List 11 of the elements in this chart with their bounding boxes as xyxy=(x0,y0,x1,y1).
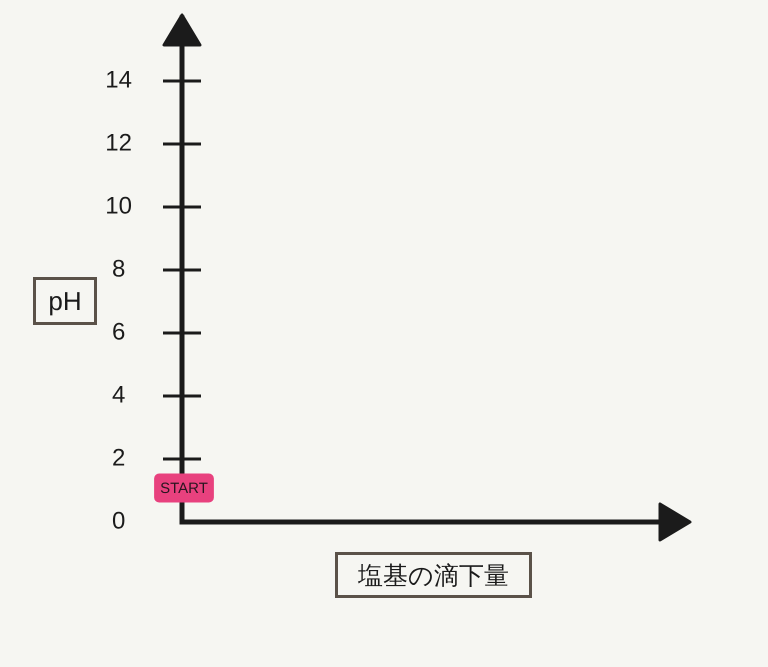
y-tick-label: 10 xyxy=(105,192,132,220)
y-tick-label: 8 xyxy=(112,256,126,283)
y-tick-label: 14 xyxy=(105,66,132,94)
x-axis-title: 塩基の滴下量 xyxy=(335,552,532,598)
y-tick-label: 4 xyxy=(112,382,126,409)
annotation: START xyxy=(160,480,208,498)
y-axis-title: pH xyxy=(33,277,97,325)
y-tick-label: 6 xyxy=(112,318,126,346)
y-tick-label: 2 xyxy=(112,444,126,472)
y-tick-label: 0 xyxy=(112,508,126,535)
y-tick-label: 12 xyxy=(105,130,132,157)
